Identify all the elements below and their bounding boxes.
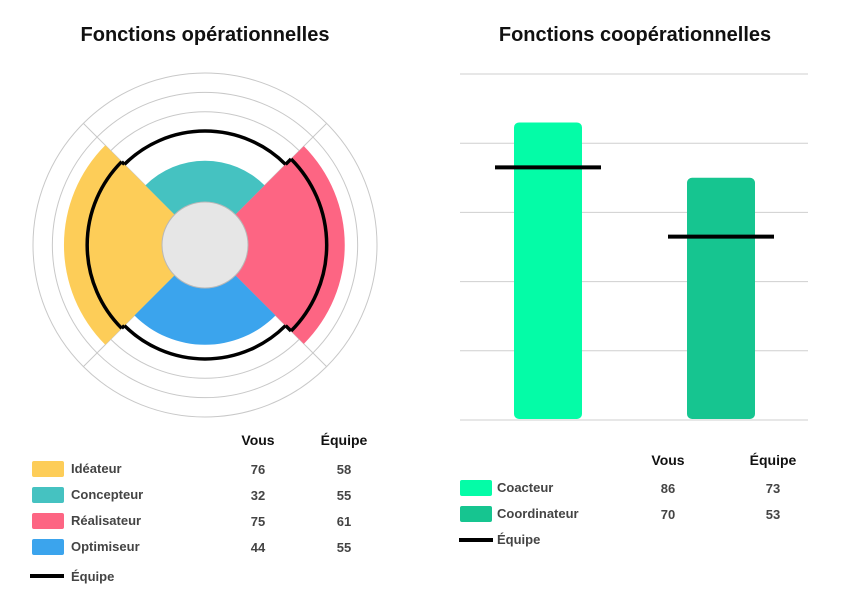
legend-label-realisateur: Réalisateur <box>71 513 142 528</box>
legend-label-concepteur: Concepteur <box>71 487 144 502</box>
team-arc-concepteur <box>123 129 287 166</box>
legend-label-ideateur: Idéateur <box>71 461 122 476</box>
bar-coordinateur <box>687 177 755 419</box>
legend-header-vous-right: Vous <box>651 452 685 468</box>
sector-concepteur <box>145 160 265 215</box>
legend-vous-ideateur: 76 <box>250 462 266 477</box>
legend-swatch-team-line-right <box>459 538 493 542</box>
legend-vous-coordinateur: 70 <box>660 507 676 522</box>
legend-swatch-ideateur <box>32 461 64 477</box>
legend-swatch-team-line-left <box>30 574 64 578</box>
team-arc-realisateur <box>289 157 329 333</box>
chart-title-operational: Fonctions opérationnelles <box>80 24 330 46</box>
bar-coacteur <box>514 122 582 419</box>
legend-equipe-ideateur: 58 <box>336 462 352 477</box>
chart-title-cooperational: Fonctions coopérationnelles <box>498 24 772 46</box>
guide-ring-0 <box>32 72 378 418</box>
legend-label-coacteur: Coacteur <box>497 480 554 495</box>
team-connector-1 <box>284 157 293 166</box>
legend-swatch-realisateur <box>32 513 64 529</box>
legend-vous-coacteur: 86 <box>660 481 676 496</box>
legend-swatch-concepteur <box>32 487 64 503</box>
legend-label-team-right: Équipe <box>497 532 541 547</box>
legend-equipe-optimiseur: 55 <box>336 540 352 555</box>
legend-vous-optimiseur: 44 <box>250 540 266 555</box>
legend-header-equipe-right: Équipe <box>749 452 797 468</box>
legend-equipe-realisateur: 61 <box>336 514 352 529</box>
guide-ring-1 <box>51 91 359 399</box>
legend-equipe-concepteur: 55 <box>336 488 352 503</box>
legend-equipe-coordinateur: 53 <box>765 507 781 522</box>
sector-ideateur <box>63 145 175 345</box>
legend-swatch-coacteur <box>460 480 492 496</box>
team-connector-2 <box>284 324 293 333</box>
legend-label-optimiseur: Optimiseur <box>71 539 140 554</box>
legend-header-equipe: Équipe <box>320 432 368 448</box>
team-arc-ideateur <box>85 160 123 330</box>
center-hub <box>161 201 249 289</box>
legend-header-vous: Vous <box>241 432 275 448</box>
team-connector-0 <box>120 160 126 166</box>
legend-equipe-coacteur: 73 <box>765 481 781 496</box>
legend-swatch-coordinateur <box>460 506 492 522</box>
legend-swatch-optimiseur <box>32 539 64 555</box>
legend-vous-realisateur: 75 <box>250 514 266 529</box>
team-arc-optimiseur <box>123 324 287 361</box>
sector-optimiseur <box>134 275 276 345</box>
legend-label-team-left: Équipe <box>71 569 115 584</box>
legend-label-coordinateur: Coordinateur <box>497 506 579 521</box>
team-connector-3 <box>120 324 126 330</box>
legend-vous-concepteur: 32 <box>250 488 266 503</box>
